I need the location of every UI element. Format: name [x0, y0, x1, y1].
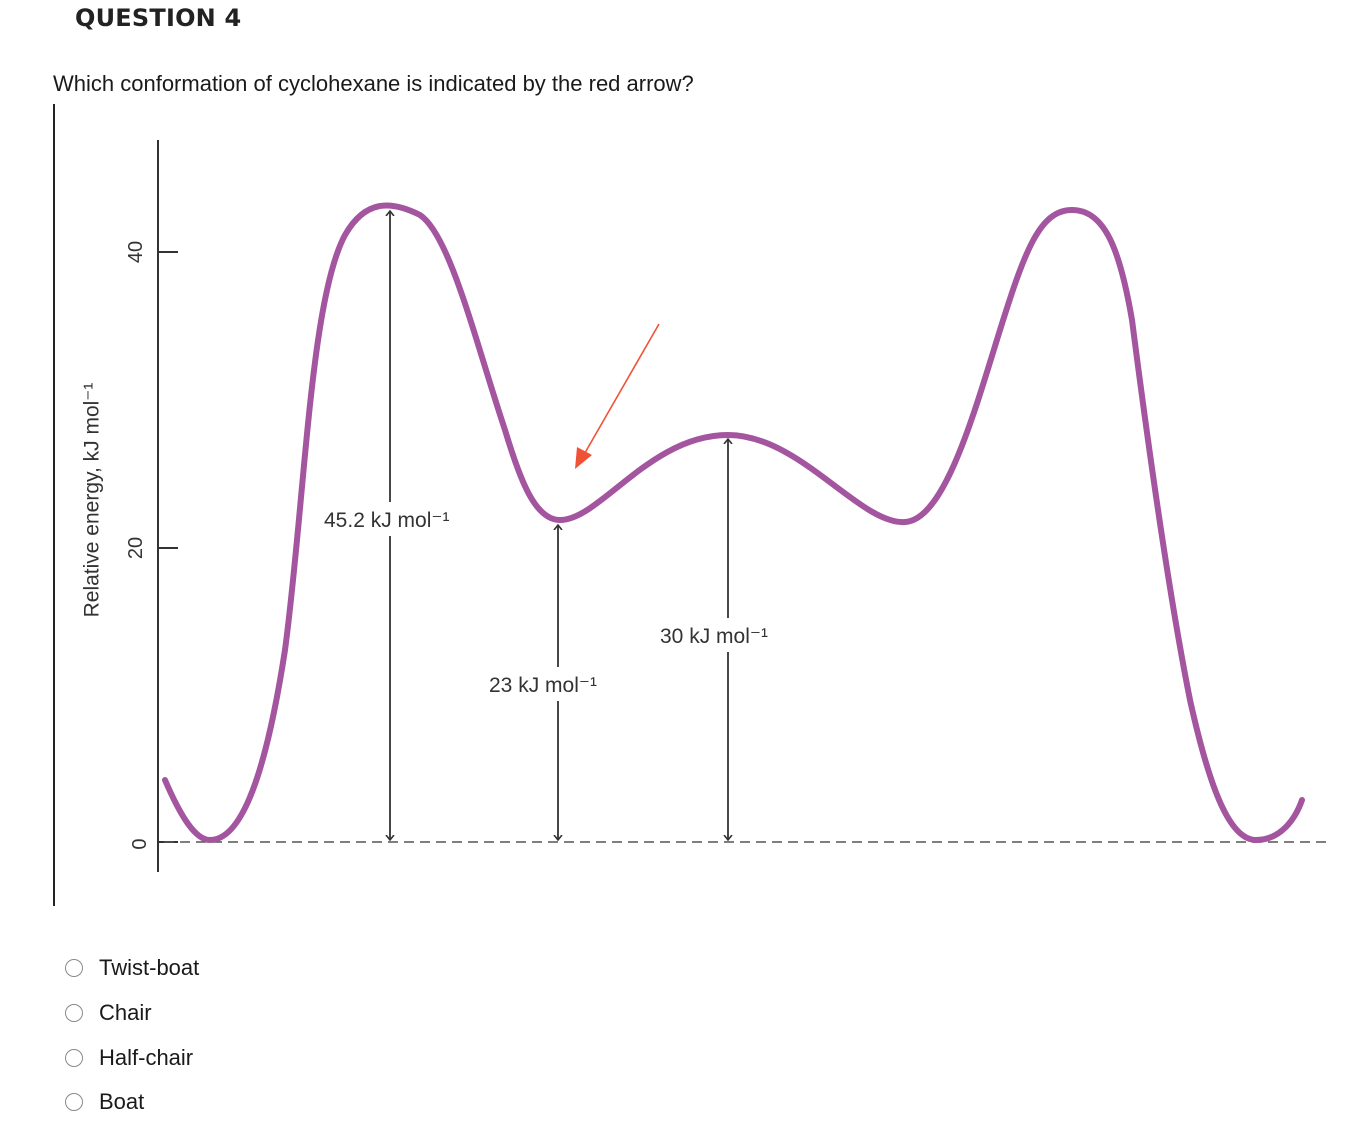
radio-boat[interactable]: [65, 1093, 83, 1112]
annotation-45-kj: 45.2 kJ mol⁻¹: [324, 509, 449, 532]
red-pointer-arrow-head: [575, 447, 592, 469]
energy-curve: [162, 202, 1305, 843]
option-label-chair: Chair: [99, 1000, 152, 1026]
option-half-chair[interactable]: Half-chair: [62, 1035, 199, 1080]
red-pointer-arrow-shaft: [581, 323, 660, 459]
energy-diagram: 40 20 0 Relative energy, kJ mol⁻¹ 45.2 k…: [81, 140, 1330, 872]
option-label-twist-boat: Twist-boat: [99, 955, 200, 981]
option-twist-boat[interactable]: Twist-boat: [62, 946, 199, 991]
annotation-30-kj: 30 kJ mol⁻¹: [660, 625, 768, 648]
question-left-rule: [53, 104, 55, 906]
radio-chair[interactable]: [65, 1004, 83, 1023]
radio-half-chair[interactable]: [65, 1048, 83, 1067]
y-tick-label-0: 0: [129, 838, 151, 849]
radio-twist-boat[interactable]: [65, 959, 83, 978]
answer-options: Twist-boat Chair Half-chair Boat: [62, 946, 199, 1125]
annotation-23-kj: 23 kJ mol⁻¹: [489, 674, 597, 697]
option-label-half-chair: Half-chair: [99, 1044, 194, 1070]
y-tick-label-40: 40: [125, 241, 147, 263]
question-text: Which conformation of cyclohexane is ind…: [53, 71, 694, 96]
y-tick-label-20: 20: [125, 537, 147, 559]
option-label-boat: Boat: [99, 1089, 145, 1115]
option-chair[interactable]: Chair: [62, 991, 199, 1036]
y-axis-label: Relative energy, kJ mol⁻¹: [81, 383, 104, 618]
question-number: QUESTION 4: [75, 4, 242, 32]
option-boat[interactable]: Boat: [62, 1080, 199, 1125]
